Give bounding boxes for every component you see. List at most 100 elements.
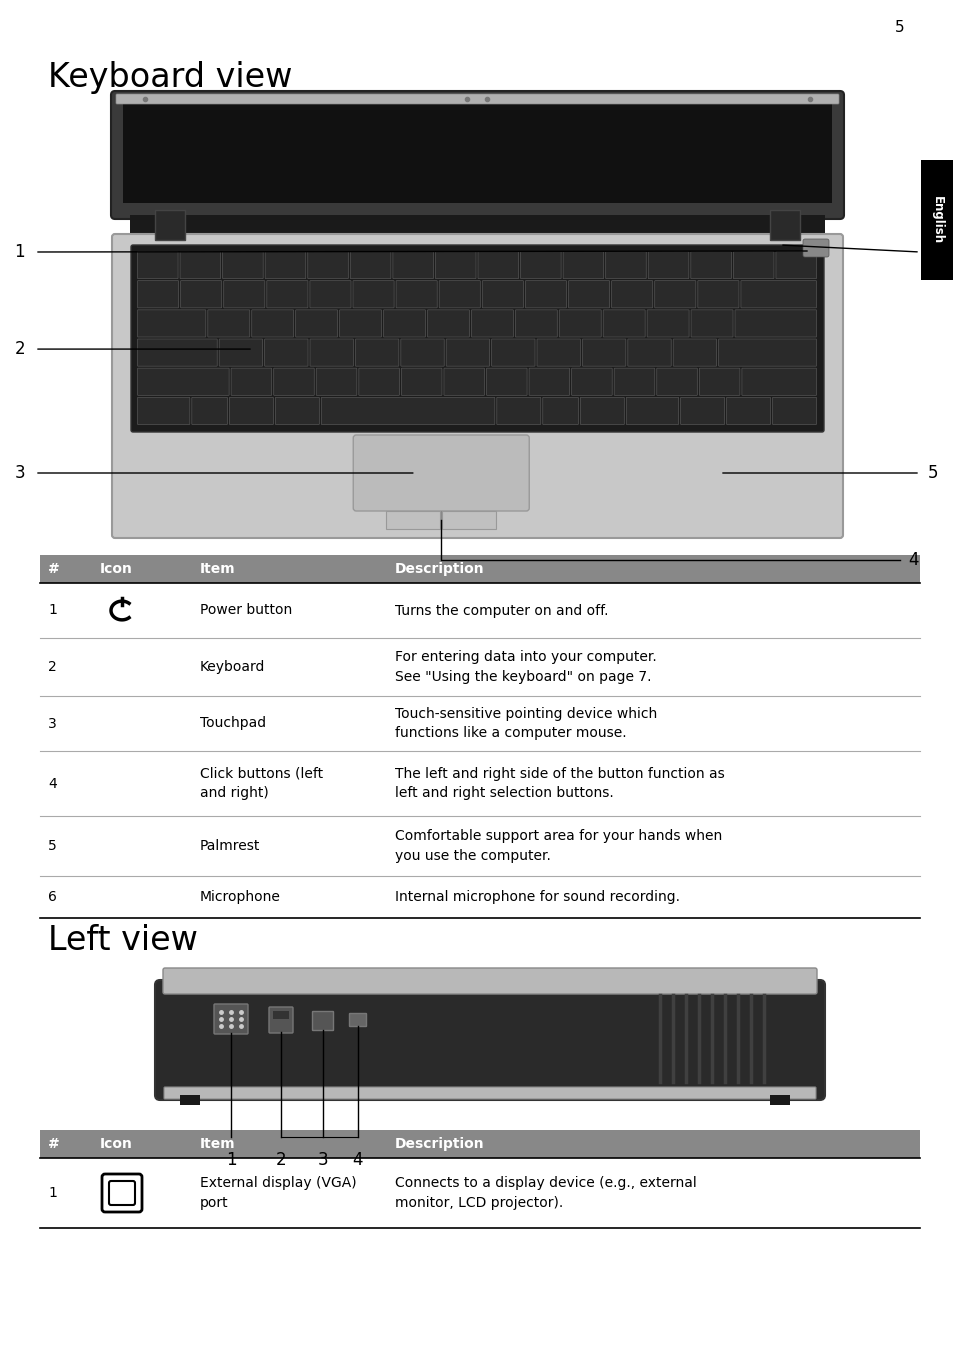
FancyBboxPatch shape bbox=[222, 251, 263, 279]
Text: 3: 3 bbox=[317, 1151, 328, 1169]
Text: 1: 1 bbox=[226, 1151, 236, 1169]
Text: 6: 6 bbox=[48, 890, 57, 904]
Text: External display (VGA)
port: External display (VGA) port bbox=[200, 1176, 356, 1210]
FancyBboxPatch shape bbox=[529, 368, 569, 395]
Text: For entering data into your computer.
See "Using the keyboard" on page 7.: For entering data into your computer. Se… bbox=[395, 650, 656, 684]
FancyBboxPatch shape bbox=[349, 1014, 366, 1026]
Text: 1: 1 bbox=[48, 603, 57, 618]
FancyBboxPatch shape bbox=[102, 1174, 142, 1211]
FancyBboxPatch shape bbox=[491, 339, 535, 366]
FancyBboxPatch shape bbox=[690, 251, 731, 279]
Text: 4: 4 bbox=[48, 776, 56, 791]
Text: Power button: Power button bbox=[200, 603, 292, 618]
Bar bbox=[123, 101, 831, 203]
Text: Keyboard: Keyboard bbox=[200, 660, 265, 675]
FancyBboxPatch shape bbox=[443, 368, 484, 395]
FancyBboxPatch shape bbox=[525, 281, 566, 308]
FancyBboxPatch shape bbox=[109, 1182, 135, 1205]
FancyBboxPatch shape bbox=[393, 251, 433, 279]
FancyBboxPatch shape bbox=[111, 91, 843, 219]
FancyBboxPatch shape bbox=[275, 397, 319, 425]
Text: Touchpad: Touchpad bbox=[200, 717, 266, 730]
Bar bbox=[40, 556, 919, 583]
FancyBboxPatch shape bbox=[353, 281, 394, 308]
FancyBboxPatch shape bbox=[265, 251, 305, 279]
FancyBboxPatch shape bbox=[137, 339, 217, 366]
FancyBboxPatch shape bbox=[316, 368, 356, 395]
FancyBboxPatch shape bbox=[192, 397, 227, 425]
FancyBboxPatch shape bbox=[116, 95, 838, 104]
FancyBboxPatch shape bbox=[213, 1005, 248, 1034]
Bar bbox=[180, 1095, 200, 1105]
Text: Microphone: Microphone bbox=[200, 890, 280, 904]
FancyBboxPatch shape bbox=[654, 281, 695, 308]
FancyBboxPatch shape bbox=[353, 435, 529, 511]
FancyBboxPatch shape bbox=[697, 281, 739, 308]
FancyBboxPatch shape bbox=[386, 511, 439, 529]
FancyBboxPatch shape bbox=[699, 368, 740, 395]
FancyBboxPatch shape bbox=[435, 251, 476, 279]
Text: 4: 4 bbox=[907, 552, 918, 569]
FancyBboxPatch shape bbox=[626, 397, 678, 425]
Text: Icon: Icon bbox=[100, 1137, 132, 1151]
FancyBboxPatch shape bbox=[740, 281, 816, 308]
FancyBboxPatch shape bbox=[310, 281, 351, 308]
Text: Description: Description bbox=[395, 1137, 484, 1151]
Text: Keyboard view: Keyboard view bbox=[48, 61, 292, 95]
FancyBboxPatch shape bbox=[542, 397, 578, 425]
Text: Description: Description bbox=[395, 562, 484, 576]
FancyBboxPatch shape bbox=[733, 251, 773, 279]
Text: Item: Item bbox=[200, 562, 235, 576]
FancyBboxPatch shape bbox=[602, 310, 644, 337]
FancyBboxPatch shape bbox=[313, 1011, 334, 1030]
Text: Connects to a display device (e.g., external
monitor, LCD projector).: Connects to a display device (e.g., exte… bbox=[395, 1176, 696, 1210]
FancyBboxPatch shape bbox=[267, 281, 308, 308]
FancyBboxPatch shape bbox=[802, 239, 828, 257]
Bar bbox=[920, 160, 953, 280]
Bar bbox=[273, 1011, 289, 1019]
FancyBboxPatch shape bbox=[477, 251, 518, 279]
FancyBboxPatch shape bbox=[679, 397, 724, 425]
FancyBboxPatch shape bbox=[611, 281, 652, 308]
FancyBboxPatch shape bbox=[571, 368, 612, 395]
FancyBboxPatch shape bbox=[769, 210, 800, 241]
Text: Left view: Left view bbox=[48, 923, 197, 956]
FancyBboxPatch shape bbox=[163, 968, 816, 994]
FancyBboxPatch shape bbox=[471, 310, 513, 337]
FancyBboxPatch shape bbox=[180, 251, 220, 279]
Text: 3: 3 bbox=[48, 717, 56, 730]
FancyBboxPatch shape bbox=[383, 310, 425, 337]
FancyBboxPatch shape bbox=[137, 397, 190, 425]
Text: 4: 4 bbox=[353, 1151, 363, 1169]
FancyBboxPatch shape bbox=[482, 281, 523, 308]
FancyBboxPatch shape bbox=[358, 368, 399, 395]
FancyBboxPatch shape bbox=[164, 1087, 815, 1099]
FancyBboxPatch shape bbox=[734, 310, 816, 337]
FancyBboxPatch shape bbox=[656, 368, 697, 395]
FancyBboxPatch shape bbox=[726, 397, 770, 425]
FancyBboxPatch shape bbox=[112, 234, 842, 538]
FancyBboxPatch shape bbox=[310, 339, 353, 366]
FancyBboxPatch shape bbox=[690, 310, 732, 337]
FancyBboxPatch shape bbox=[308, 251, 348, 279]
Text: The left and right side of the button function as
left and right selection butto: The left and right side of the button fu… bbox=[395, 767, 724, 800]
FancyBboxPatch shape bbox=[741, 368, 816, 395]
FancyBboxPatch shape bbox=[568, 281, 609, 308]
FancyBboxPatch shape bbox=[137, 310, 206, 337]
Text: #: # bbox=[48, 562, 60, 576]
FancyBboxPatch shape bbox=[537, 339, 579, 366]
Text: 3: 3 bbox=[14, 464, 25, 483]
FancyBboxPatch shape bbox=[219, 339, 262, 366]
Text: 5: 5 bbox=[48, 840, 56, 853]
Text: Click buttons (left
and right): Click buttons (left and right) bbox=[200, 767, 323, 800]
FancyBboxPatch shape bbox=[775, 251, 816, 279]
FancyBboxPatch shape bbox=[321, 397, 495, 425]
FancyBboxPatch shape bbox=[355, 339, 398, 366]
FancyBboxPatch shape bbox=[274, 368, 314, 395]
FancyBboxPatch shape bbox=[137, 281, 178, 308]
FancyBboxPatch shape bbox=[400, 339, 444, 366]
Text: Comfortable support area for your hands when
you use the computer.: Comfortable support area for your hands … bbox=[395, 829, 721, 863]
Bar bbox=[40, 1130, 919, 1159]
FancyBboxPatch shape bbox=[131, 245, 823, 433]
FancyBboxPatch shape bbox=[269, 1007, 293, 1033]
